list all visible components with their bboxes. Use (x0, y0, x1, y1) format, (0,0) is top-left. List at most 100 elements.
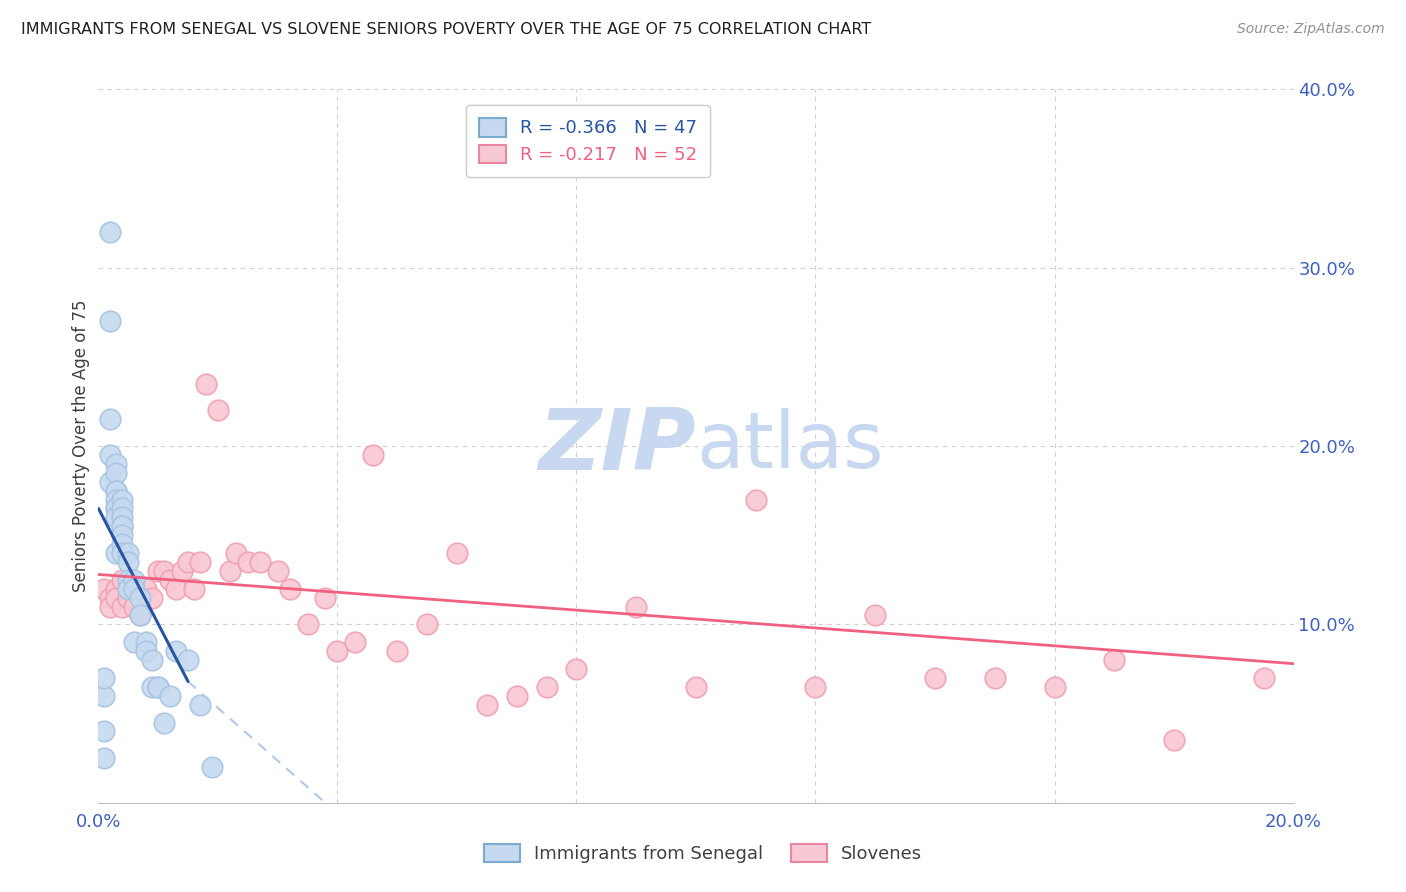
Point (344, 635, 367, 649)
Point (105, 457, 128, 471)
Point (111, 510, 134, 524)
Point (745, 492, 768, 507)
Point (183, 582, 205, 596)
Point (111, 537, 134, 551)
Point (177, 653, 200, 667)
Point (111, 519, 134, 533)
Text: Source: ZipAtlas.com: Source: ZipAtlas.com (1237, 22, 1385, 37)
Point (105, 483, 128, 498)
Point (446, 546, 468, 560)
Point (135, 582, 157, 596)
Point (111, 519, 134, 533)
Point (105, 492, 128, 507)
Point (135, 635, 157, 649)
Point (236, 555, 259, 569)
Point (129, 608, 152, 623)
Point (267, 564, 290, 578)
Point (100, 599, 122, 614)
Point (100, 591, 122, 605)
Point (804, 680, 827, 694)
Point (111, 599, 134, 614)
Point (93, 582, 115, 596)
Point (385, 644, 409, 658)
Point (117, 591, 139, 605)
Point (105, 501, 128, 516)
Point (105, 510, 128, 524)
Point (924, 671, 946, 685)
Legend: R = -0.366   N = 47, R = -0.217   N = 52: R = -0.366 N = 47, R = -0.217 N = 52 (465, 105, 710, 177)
Point (111, 573, 134, 587)
Point (124, 582, 146, 596)
Point (117, 546, 139, 560)
Text: atlas: atlas (696, 408, 883, 484)
Point (475, 698, 498, 712)
Point (148, 680, 170, 694)
Point (141, 680, 163, 694)
Point (984, 671, 1007, 685)
Point (207, 403, 229, 417)
Point (626, 599, 648, 614)
Point (100, 475, 122, 489)
Point (865, 608, 887, 623)
Point (124, 599, 146, 614)
Point (124, 573, 146, 587)
Point (117, 555, 139, 569)
Point (153, 715, 176, 730)
Point (100, 412, 122, 426)
Point (326, 644, 349, 658)
Point (172, 564, 194, 578)
Point (416, 617, 439, 632)
Point (153, 564, 176, 578)
Point (100, 448, 122, 462)
Y-axis label: Seniors Poverty Over the Age of 75: Seniors Poverty Over the Age of 75 (72, 300, 90, 592)
Point (201, 760, 224, 774)
Point (117, 573, 139, 587)
Point (105, 466, 128, 480)
Point (105, 483, 128, 498)
Point (93, 671, 115, 685)
Legend: Immigrants from Senegal, Slovenes: Immigrants from Senegal, Slovenes (472, 833, 934, 874)
Point (1104, 653, 1126, 667)
Point (148, 680, 170, 694)
Point (1163, 733, 1185, 747)
Point (188, 698, 211, 712)
Point (129, 591, 152, 605)
Point (165, 582, 187, 596)
Point (100, 314, 122, 328)
Point (159, 689, 181, 703)
Point (141, 591, 163, 605)
Point (111, 528, 134, 542)
Point (93, 751, 115, 765)
Point (188, 555, 211, 569)
Point (117, 582, 139, 596)
Point (93, 689, 115, 703)
Point (506, 689, 529, 703)
Point (105, 582, 128, 596)
Point (100, 225, 122, 239)
Point (1253, 671, 1275, 685)
Point (297, 617, 319, 632)
Point (278, 582, 301, 596)
Point (685, 680, 707, 694)
Point (105, 546, 128, 560)
Point (105, 501, 128, 516)
Point (105, 591, 128, 605)
Point (93, 724, 115, 739)
Point (249, 555, 271, 569)
Point (536, 680, 558, 694)
Point (225, 546, 247, 560)
Point (363, 448, 385, 462)
Point (219, 564, 242, 578)
Point (1043, 680, 1066, 694)
Point (195, 376, 218, 391)
Point (129, 608, 152, 623)
Text: IMMIGRANTS FROM SENEGAL VS SLOVENE SENIORS POVERTY OVER THE AGE OF 75 CORRELATIO: IMMIGRANTS FROM SENEGAL VS SLOVENE SENIO… (21, 22, 872, 37)
Point (111, 492, 134, 507)
Point (111, 501, 134, 516)
Point (111, 546, 134, 560)
Point (177, 555, 200, 569)
Point (159, 573, 181, 587)
Point (124, 635, 146, 649)
Point (148, 564, 170, 578)
Point (117, 582, 139, 596)
